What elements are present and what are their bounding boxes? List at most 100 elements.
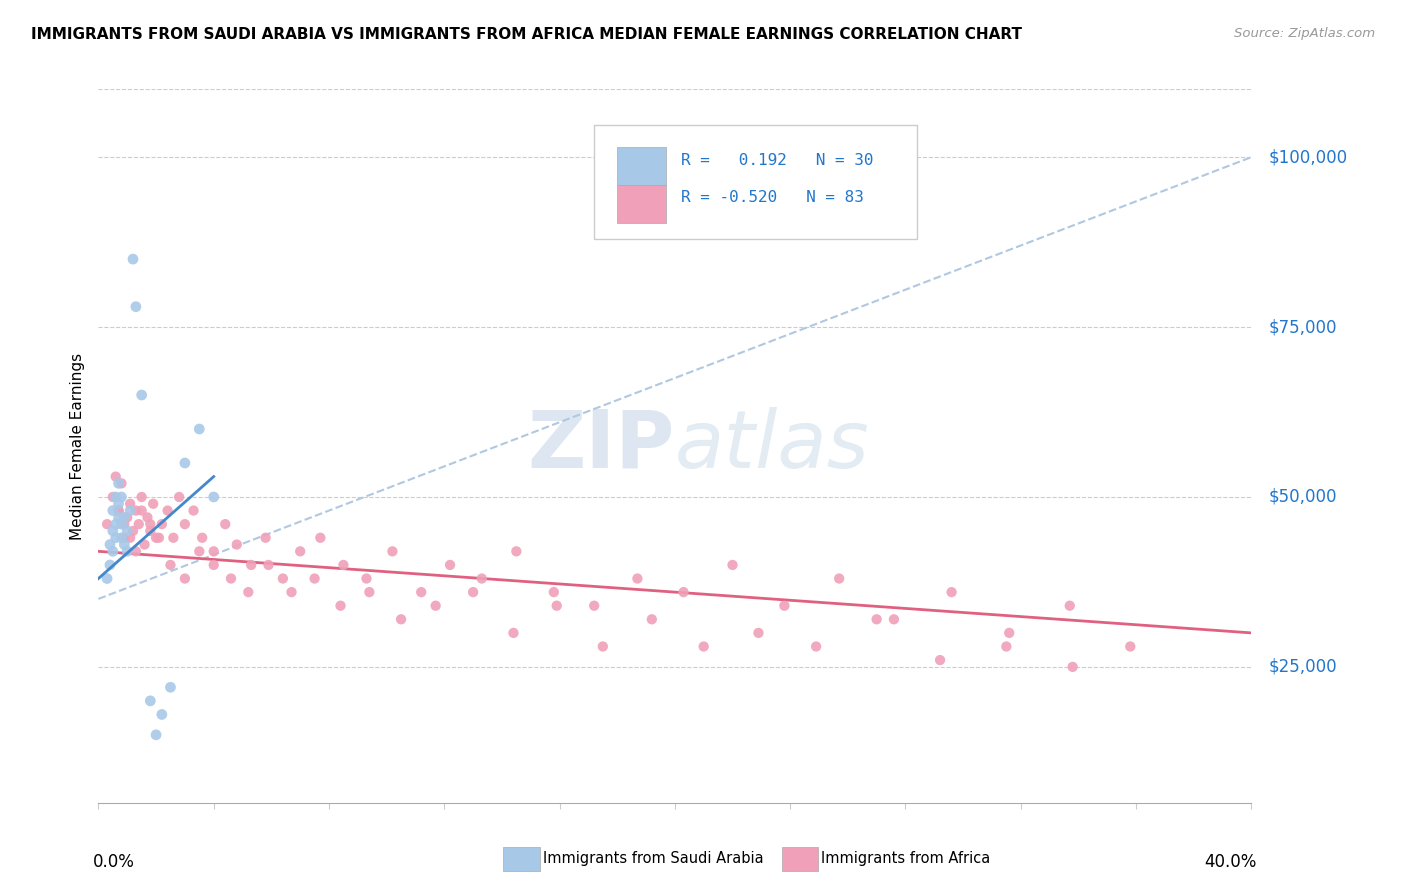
Point xyxy=(110,476,132,491)
Point xyxy=(592,640,614,654)
Point xyxy=(471,572,494,586)
FancyBboxPatch shape xyxy=(595,125,917,239)
Point xyxy=(941,585,963,599)
Point xyxy=(145,728,167,742)
Point xyxy=(117,524,139,538)
Text: R = -0.520   N = 83: R = -0.520 N = 83 xyxy=(681,190,863,205)
Point xyxy=(461,585,484,599)
Point xyxy=(98,558,121,572)
Point xyxy=(150,517,173,532)
Point xyxy=(280,585,302,599)
Point xyxy=(117,510,139,524)
Text: IMMIGRANTS FROM SAUDI ARABIA VS IMMIGRANTS FROM AFRICA MEDIAN FEMALE EARNINGS CO: IMMIGRANTS FROM SAUDI ARABIA VS IMMIGRAN… xyxy=(31,27,1022,42)
Point xyxy=(104,490,127,504)
Point xyxy=(672,585,695,599)
Text: $75,000: $75,000 xyxy=(1268,318,1337,336)
Text: $25,000: $25,000 xyxy=(1268,658,1337,676)
FancyBboxPatch shape xyxy=(617,146,665,185)
Point xyxy=(142,497,165,511)
Text: 0.0%: 0.0% xyxy=(93,853,135,871)
Point xyxy=(202,558,225,572)
Point xyxy=(773,599,796,613)
Text: ZIP: ZIP xyxy=(527,407,675,485)
Point xyxy=(439,558,461,572)
Point xyxy=(112,510,135,524)
Point xyxy=(101,503,124,517)
Point xyxy=(104,517,127,532)
FancyBboxPatch shape xyxy=(617,185,665,223)
Point xyxy=(150,707,173,722)
Y-axis label: Median Female Earnings: Median Female Earnings xyxy=(69,352,84,540)
Point xyxy=(174,517,197,532)
Point xyxy=(883,612,905,626)
Point xyxy=(214,517,236,532)
Point xyxy=(425,599,447,613)
Point xyxy=(202,490,225,504)
Point xyxy=(112,537,135,551)
Point xyxy=(162,531,184,545)
Point xyxy=(505,544,527,558)
Point xyxy=(107,497,129,511)
Point xyxy=(271,572,294,586)
Point xyxy=(626,572,648,586)
Point xyxy=(128,517,150,532)
Point xyxy=(110,490,132,504)
Point xyxy=(866,612,889,626)
Point xyxy=(120,503,142,517)
Point xyxy=(101,490,124,504)
Point xyxy=(356,572,378,586)
Text: Immigrants from Africa: Immigrants from Africa xyxy=(821,852,990,866)
Point xyxy=(139,694,162,708)
Text: Source: ZipAtlas.com: Source: ZipAtlas.com xyxy=(1234,27,1375,40)
Point xyxy=(101,544,124,558)
Point xyxy=(96,517,118,532)
Point xyxy=(381,544,404,558)
Point xyxy=(804,640,827,654)
Point xyxy=(309,531,332,545)
Point xyxy=(167,490,190,504)
Point xyxy=(929,653,952,667)
Point xyxy=(110,517,132,532)
Point xyxy=(998,626,1021,640)
Point xyxy=(159,680,181,694)
Point xyxy=(110,531,132,545)
Point xyxy=(359,585,381,599)
Point xyxy=(174,456,197,470)
Point xyxy=(329,599,352,613)
Point xyxy=(411,585,433,599)
Point xyxy=(254,531,277,545)
Point xyxy=(98,537,121,551)
Text: R =   0.192   N = 30: R = 0.192 N = 30 xyxy=(681,153,873,168)
Point xyxy=(145,531,167,545)
Point xyxy=(828,572,851,586)
Point xyxy=(693,640,716,654)
Point xyxy=(995,640,1018,654)
Point xyxy=(120,531,142,545)
Point xyxy=(139,524,162,538)
Point xyxy=(136,510,159,524)
Text: Immigrants from Saudi Arabia: Immigrants from Saudi Arabia xyxy=(543,852,763,866)
Text: atlas: atlas xyxy=(675,407,870,485)
Point xyxy=(1062,660,1084,674)
Point xyxy=(191,531,214,545)
Point xyxy=(122,252,145,266)
Point xyxy=(257,558,280,572)
Point xyxy=(139,517,162,532)
Point xyxy=(543,585,565,599)
Point xyxy=(156,503,179,517)
Point xyxy=(107,503,129,517)
Point xyxy=(1119,640,1142,654)
Point xyxy=(747,626,769,640)
Point xyxy=(202,544,225,558)
Point xyxy=(131,490,153,504)
Point xyxy=(721,558,744,572)
Text: $100,000: $100,000 xyxy=(1268,148,1348,166)
Point xyxy=(546,599,568,613)
Point xyxy=(96,572,118,586)
Point xyxy=(125,544,148,558)
Point xyxy=(131,503,153,517)
Point xyxy=(188,422,211,436)
Point xyxy=(107,503,129,517)
Text: 40.0%: 40.0% xyxy=(1205,853,1257,871)
Point xyxy=(174,572,197,586)
